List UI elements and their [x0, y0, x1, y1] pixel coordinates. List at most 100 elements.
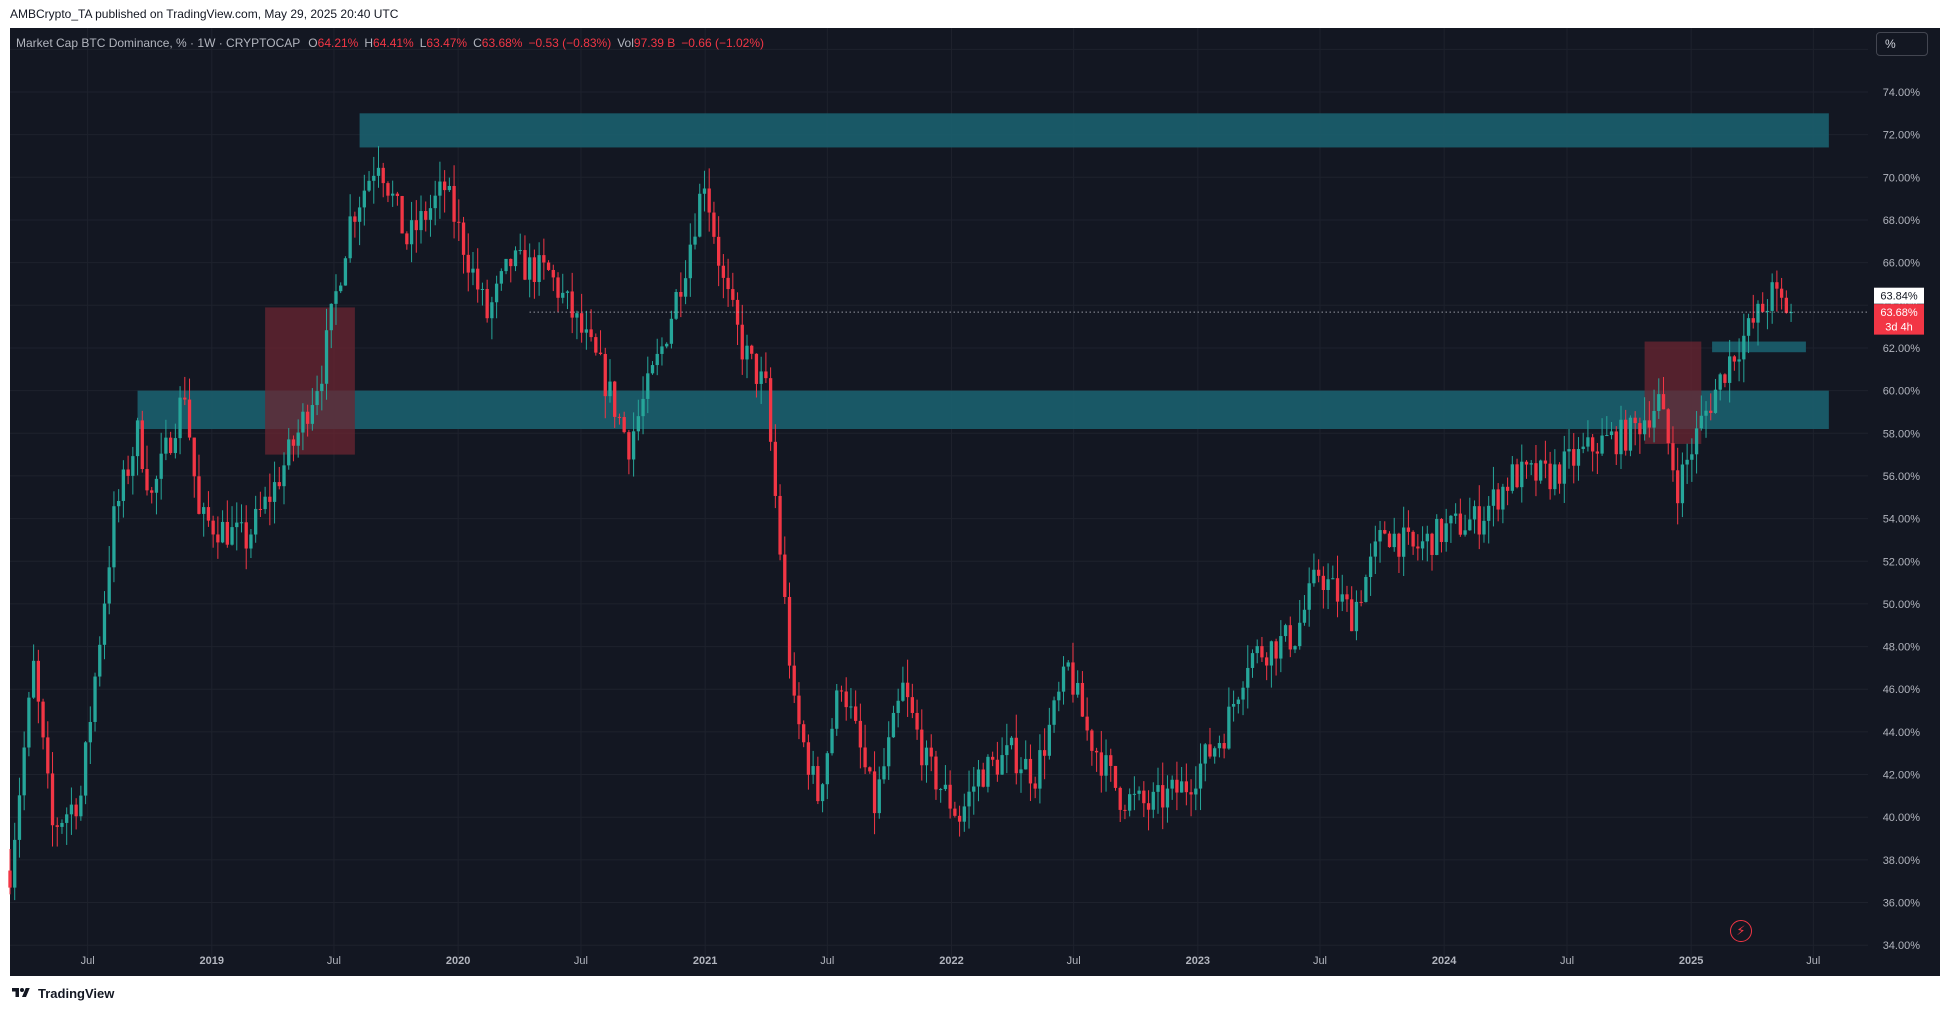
candle-body	[1491, 489, 1496, 506]
zone-supply	[359, 113, 1829, 148]
x-tick-label: 2025	[1679, 955, 1703, 967]
x-tick-label: 2020	[446, 955, 470, 967]
candle-body	[476, 268, 480, 290]
candle-body	[1165, 788, 1170, 808]
candle-body	[631, 431, 636, 460]
candle-body	[1217, 743, 1222, 749]
candle-body	[17, 795, 22, 840]
candle-body	[773, 441, 777, 496]
candle-body	[1453, 513, 1458, 516]
candle-body	[537, 255, 541, 282]
candle-body	[216, 534, 220, 543]
candle-body	[1416, 546, 1420, 549]
candle-body	[1194, 788, 1198, 795]
candle-body	[1340, 594, 1344, 602]
candle-body	[376, 167, 381, 176]
price-label-text: 3d 4h	[1885, 322, 1913, 334]
candle-body	[1184, 781, 1189, 793]
candle-body	[386, 183, 390, 196]
candle-body	[74, 804, 78, 817]
candle-body	[282, 465, 286, 487]
candle-body	[367, 180, 371, 191]
candle-body	[551, 269, 555, 278]
candle-body	[957, 815, 962, 822]
candle-body	[126, 469, 130, 476]
candle-body	[905, 682, 910, 698]
candle-body	[991, 756, 995, 760]
candle-body	[1543, 460, 1548, 464]
open-label: O	[308, 36, 318, 50]
candle-body	[1775, 282, 1779, 289]
candle-body	[1175, 779, 1179, 793]
candle-body	[1099, 752, 1103, 776]
y-tick-label: 68.00%	[1883, 215, 1921, 227]
candle-body	[594, 337, 598, 353]
candle-body	[178, 397, 182, 439]
candle-body	[83, 742, 88, 796]
y-tick-label: 46.00%	[1883, 684, 1921, 696]
candle-body	[976, 769, 981, 787]
candle-body	[1661, 394, 1666, 410]
candle-body	[145, 469, 149, 491]
candle-body	[362, 190, 366, 208]
candle-body	[258, 508, 263, 510]
y-tick-label: 58.00%	[1883, 428, 1921, 440]
candle-body	[1694, 428, 1699, 455]
candle-body	[315, 391, 319, 406]
percent-scale-button[interactable]: %	[1876, 32, 1928, 56]
candle-body	[1562, 451, 1566, 484]
vol-value: 97.39 B	[633, 36, 676, 50]
candle-body	[1539, 460, 1543, 481]
candle-body	[1269, 641, 1274, 666]
candle-body	[1472, 506, 1477, 520]
candle-body	[1057, 691, 1061, 701]
candle-body	[835, 690, 839, 729]
candle-body	[480, 288, 485, 290]
candle-body	[131, 456, 135, 476]
candle-body	[414, 220, 418, 231]
candle-body	[173, 438, 178, 454]
candle-body	[1128, 794, 1132, 811]
candle-body	[967, 791, 971, 807]
candle-body	[1548, 463, 1552, 490]
candle-body	[570, 291, 574, 318]
candle-body	[353, 216, 357, 222]
candle-body	[948, 784, 952, 809]
candle-body	[887, 737, 891, 767]
y-tick-label: 48.00%	[1883, 642, 1921, 654]
candle-body	[1751, 318, 1755, 323]
y-tick-label: 70.00%	[1883, 172, 1921, 184]
candle-body	[164, 437, 168, 454]
candle-body	[509, 258, 513, 267]
candle-body	[159, 453, 163, 479]
chart-frame[interactable]	[10, 28, 1940, 976]
candle-body	[1236, 699, 1240, 704]
symbol-name[interactable]: Market Cap BTC Dominance, % · 1W · CRYPT…	[16, 36, 301, 50]
y-tick-label: 34.00%	[1883, 940, 1921, 952]
candle-body	[972, 786, 976, 792]
candle-body	[688, 244, 692, 279]
symbol-legend: Market Cap BTC Dominance, % · 1W · CRYPT…	[16, 34, 770, 52]
candle-body	[740, 324, 744, 360]
candle-body	[334, 291, 338, 304]
lightning-icon[interactable]: ⚡	[1730, 920, 1752, 942]
candle-body	[1779, 288, 1784, 298]
candle-body	[1742, 335, 1746, 360]
x-tick-label: Jul	[1560, 955, 1574, 967]
candle-body	[254, 508, 258, 535]
candle-body	[1439, 518, 1444, 543]
candle-body	[150, 490, 154, 493]
y-tick-label: 74.00%	[1883, 87, 1921, 99]
candle-body	[31, 660, 36, 698]
candle-body	[183, 397, 187, 400]
x-tick-label: 2024	[1432, 955, 1457, 967]
candle-body	[820, 784, 825, 802]
candle-body	[1293, 646, 1297, 650]
candle-body	[1033, 783, 1037, 789]
candle-body	[93, 676, 97, 722]
candle-body	[1066, 662, 1070, 667]
candle-body	[650, 365, 655, 374]
candle-body	[272, 482, 277, 502]
candle-body	[1671, 443, 1675, 471]
